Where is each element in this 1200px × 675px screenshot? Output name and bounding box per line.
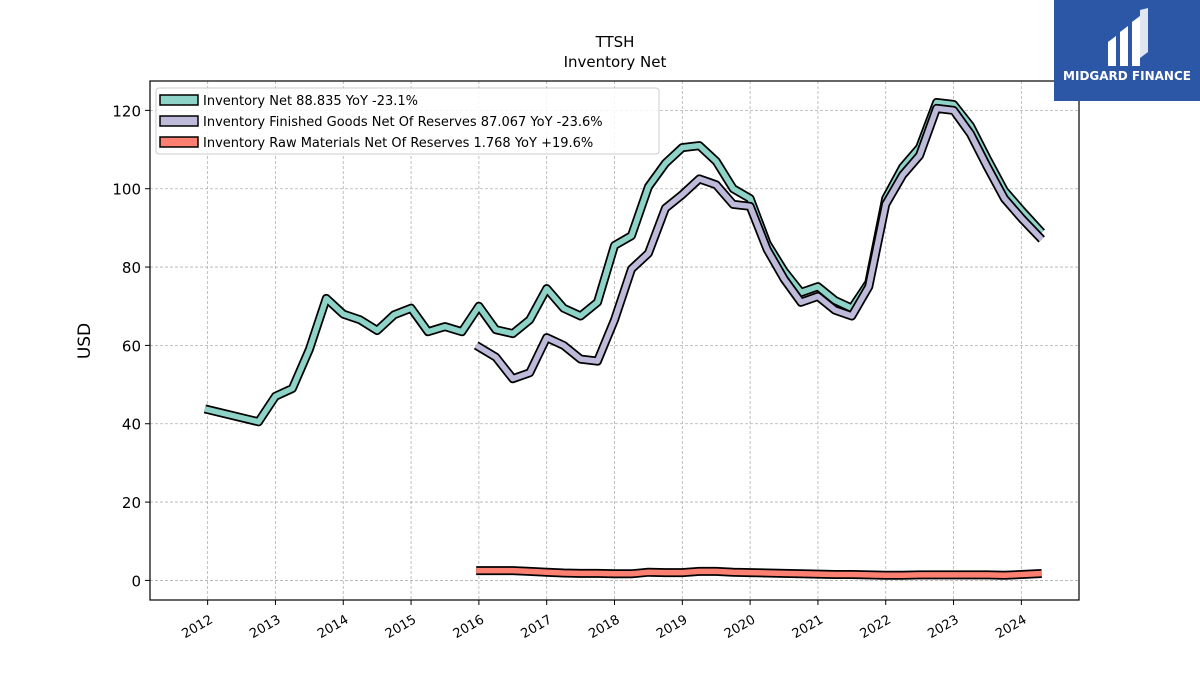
series-lines	[203, 98, 1046, 580]
y-tick-label: 60	[122, 337, 141, 355]
chart-title: TTSH	[595, 33, 635, 51]
y-axis-label: USD	[75, 323, 95, 359]
x-tick-label: 2017	[519, 612, 555, 642]
midgard-logo-icon	[1108, 8, 1148, 66]
grid	[150, 81, 1079, 600]
x-tick-label: 2019	[654, 612, 690, 642]
series-line-2	[476, 567, 1042, 579]
x-tick-label: 2012	[179, 612, 215, 642]
y-tick-label: 20	[122, 494, 141, 512]
series-line-1	[474, 105, 1044, 382]
x-tick-label: 2022	[858, 612, 894, 642]
x-tick-label: 2021	[790, 612, 826, 642]
legend-label-1: Inventory Finished Goods Net Of Reserves…	[203, 115, 603, 130]
x-tick-label: 2018	[586, 612, 622, 642]
y-tick-label: 80	[122, 259, 141, 277]
legend-swatch-1	[159, 115, 199, 127]
legend-label-0: Inventory Net 88.835 YoY -23.1%	[203, 94, 418, 109]
x-tick-label: 2023	[925, 612, 961, 642]
legend: Inventory Net 88.835 YoY -23.1% Inventory…	[155, 87, 660, 155]
y-tick-label: 40	[122, 416, 141, 434]
y-tick-label: 0	[131, 572, 141, 590]
brand-logo: MIDGARD FINANCE	[1054, 0, 1200, 101]
legend-label-2: Inventory Raw Materials Net Of Reserves …	[203, 136, 593, 151]
x-tick-label: 2014	[315, 612, 351, 642]
x-tick-label: 2016	[451, 612, 487, 642]
chart-subtitle: Inventory Net	[564, 53, 667, 71]
y-tick-label: 100	[112, 181, 141, 199]
x-tick-label: 2013	[247, 612, 283, 642]
x-tick-label: 2024	[993, 612, 1029, 642]
series-line-0	[204, 99, 1044, 425]
logo-name: MIDGARD FINANCE	[1063, 69, 1191, 83]
legend-swatch-0	[159, 94, 199, 106]
y-tick-label: 120	[112, 102, 141, 120]
legend-swatch-2	[159, 136, 199, 148]
x-tick-label: 2020	[722, 612, 758, 642]
legend-box	[155, 87, 660, 155]
x-tick-label: 2015	[383, 612, 419, 642]
